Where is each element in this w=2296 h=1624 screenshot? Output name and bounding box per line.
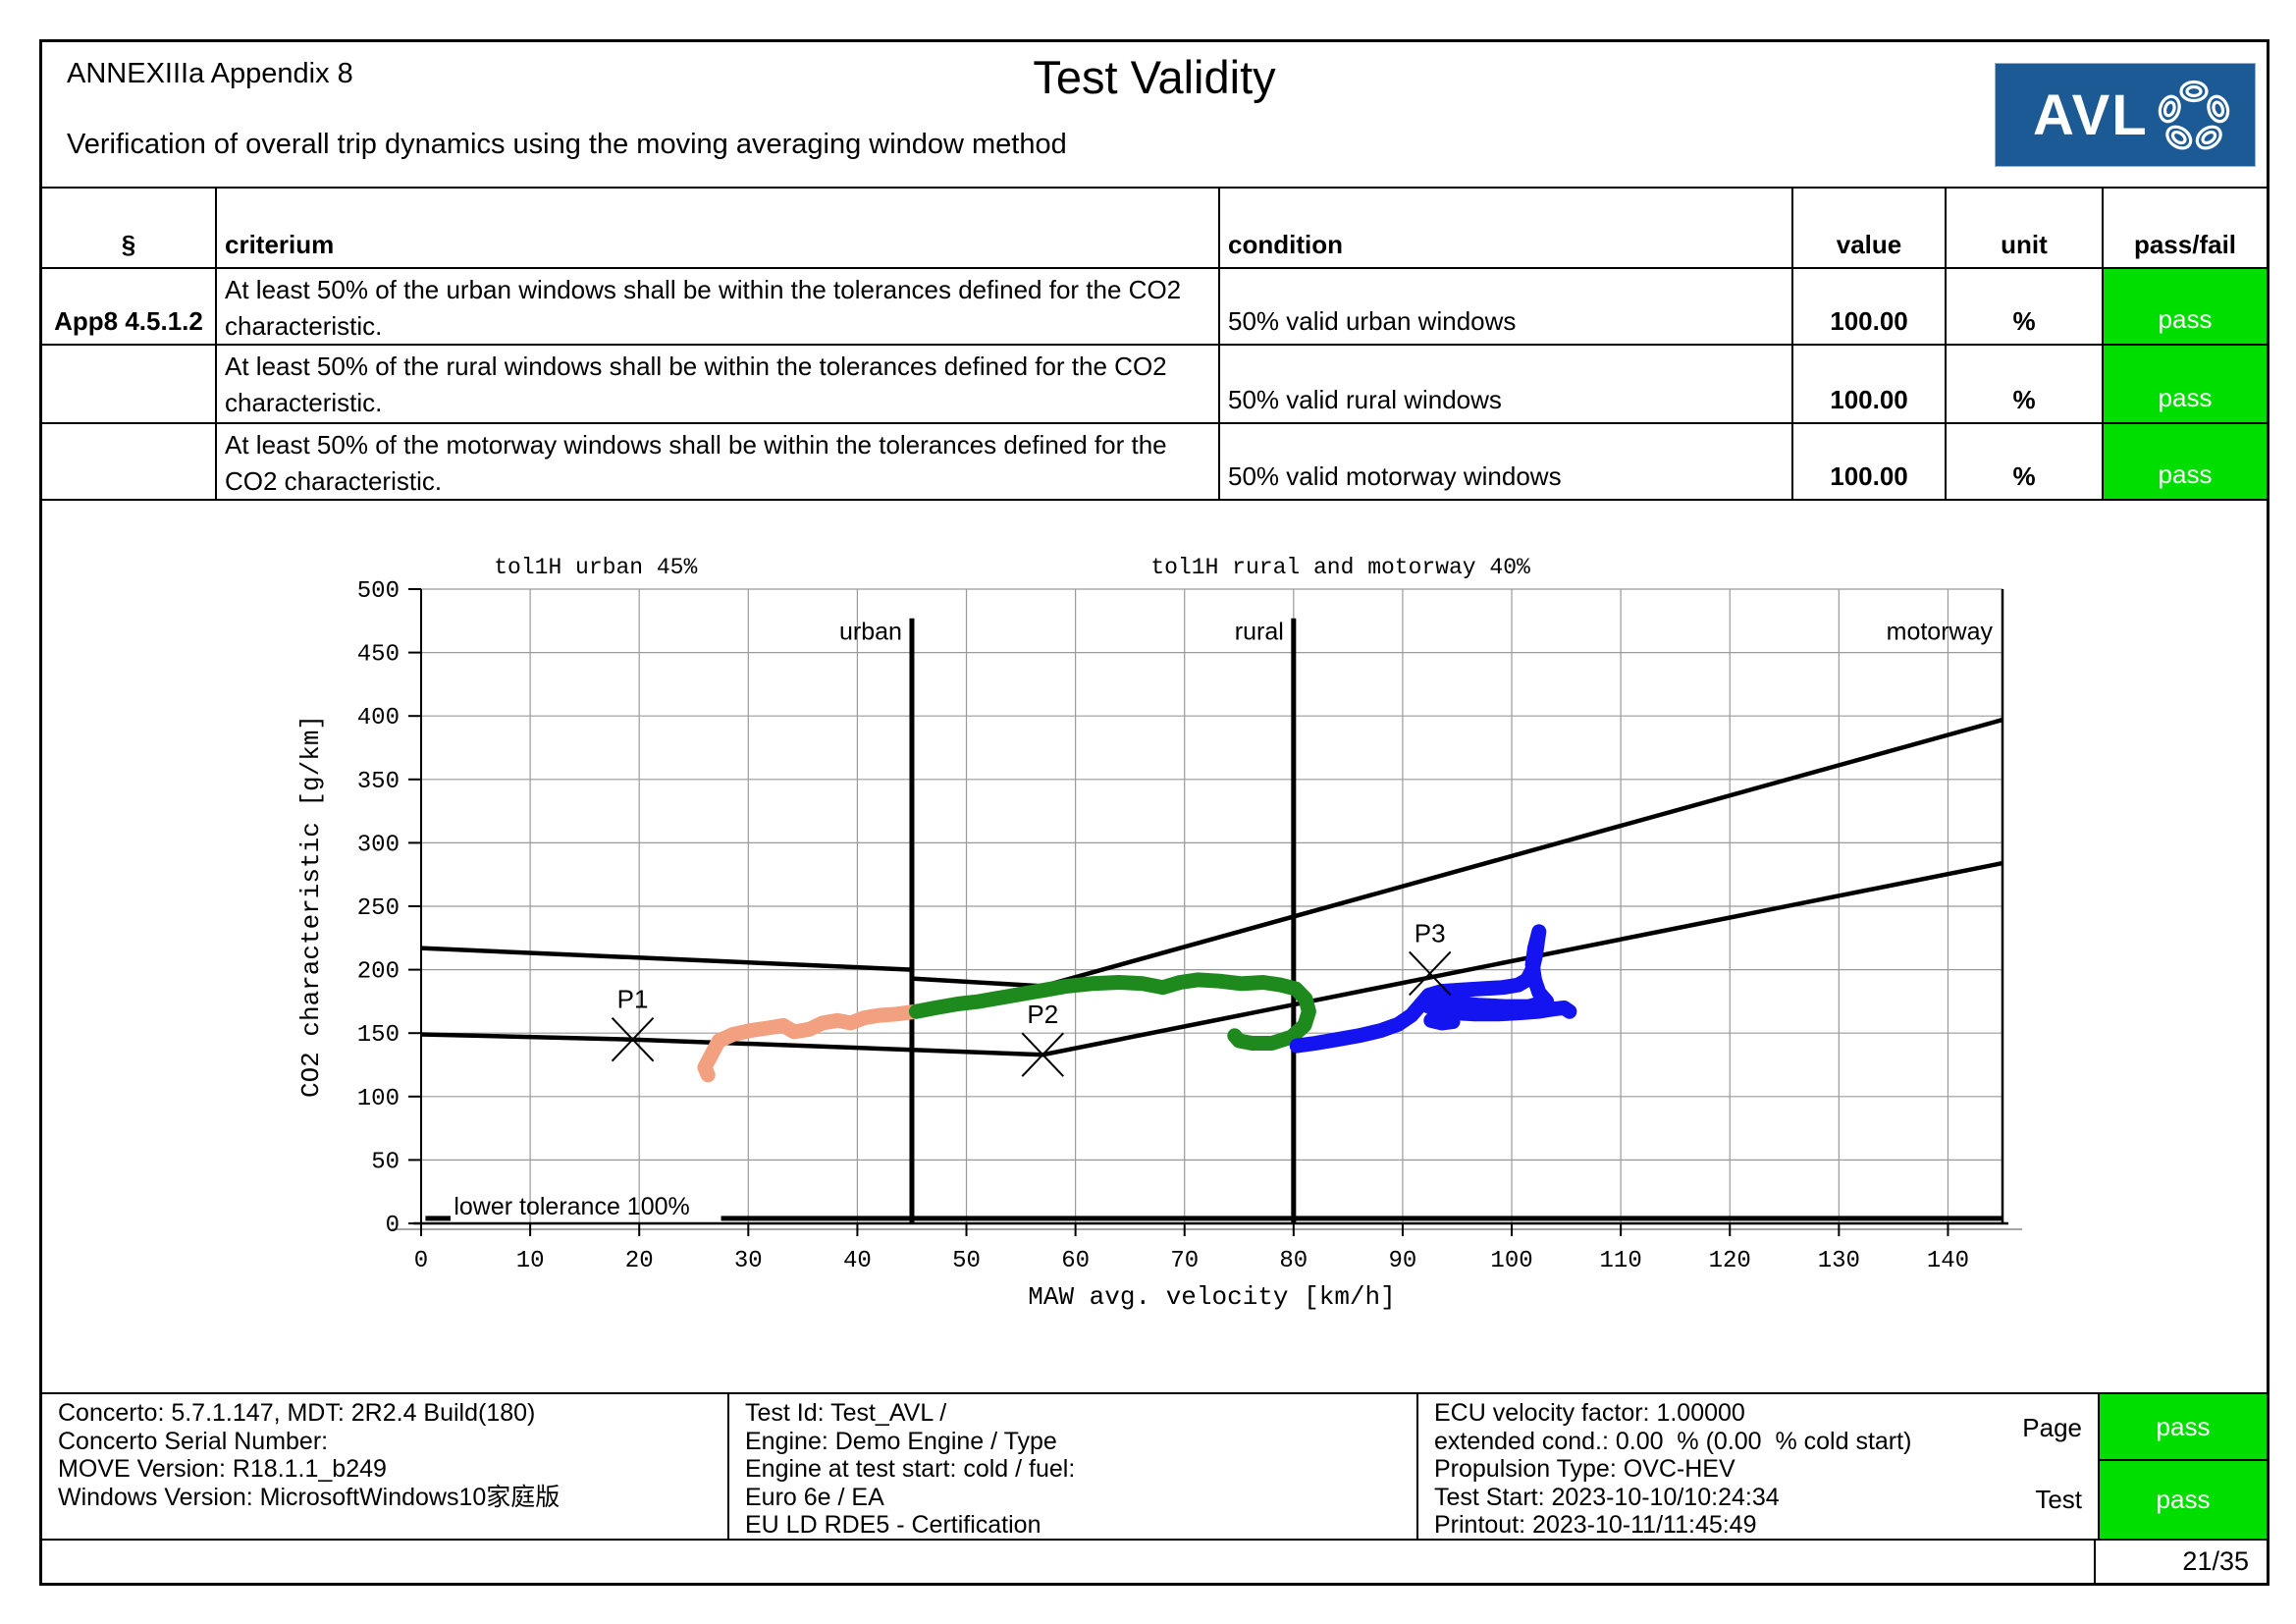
footer-info-line: MOVE Version: R18.1.1_b249 [58,1455,387,1483]
row-section: App8 4.5.1.2 [42,269,217,346]
svg-text:tol1H rural and motorway 40%: tol1H rural and motorway 40% [1150,555,1530,580]
col-header-criterium: criterium [217,189,1220,269]
footer-info-line: Test Id: Test_AVL / [745,1399,947,1427]
footer-software-info: Concerto: 5.7.1.147, MDT: 2R2.4 Build(18… [42,1394,729,1540]
svg-text:100: 100 [1490,1248,1532,1274]
svg-text:motorway: motorway [1887,619,1994,646]
row-section [42,346,217,424]
svg-text:500: 500 [357,578,400,605]
svg-text:0: 0 [386,1213,400,1239]
footer-info-line: Engine at test start: cold / fuel: [745,1455,1076,1483]
row-unit: % [1947,424,2104,501]
col-header-passfail: pass/fail [2104,189,2267,269]
svg-text:130: 130 [1818,1248,1860,1274]
bottom-strip: 21/35 [42,1539,2267,1583]
footer-info-line: EU LD RDE5 - Certification [745,1511,1041,1539]
svg-text:140: 140 [1927,1248,1969,1274]
svg-text:90: 90 [1389,1248,1417,1274]
report-page-frame: ANNEXIIIa Appendix 8 Test Validity Verif… [39,39,2269,1586]
row-condition: 50% valid urban windows [1220,269,1793,346]
footer-ecu-info: ECU velocity factor: 1.00000 extended co… [1418,1394,1965,1540]
col-header-value: value [1793,189,1947,269]
footer-info-line: Windows Version: MicrosoftWindows10家庭版 [58,1483,561,1511]
row-result-badge: pass [2104,269,2267,346]
page-number: 21/35 [2094,1541,2267,1583]
footer-info-line: Concerto: 5.7.1.147, MDT: 2R2.4 Build(18… [58,1399,536,1427]
footer-test-info: Test Id: Test_AVL / Engine: Demo Engine … [729,1394,1418,1540]
row-value: 100.00 [1793,269,1947,346]
svg-text:MAW avg. velocity [km/h]: MAW avg. velocity [km/h] [1028,1282,1395,1312]
svg-text:60: 60 [1061,1248,1090,1274]
row-criterium: At least 50% of the motorway windows sha… [217,424,1220,501]
svg-text:0: 0 [414,1248,428,1274]
svg-text:400: 400 [357,705,400,731]
footer-result-labels: Page Test [1965,1394,2098,1540]
page-result-badge: pass [2100,1394,2267,1461]
svg-text:P2: P2 [1027,1000,1058,1029]
row-value: 100.00 [1793,346,1947,424]
svg-text:250: 250 [357,895,400,922]
svg-text:rural: rural [1235,619,1284,646]
svg-text:150: 150 [357,1022,400,1049]
svg-text:350: 350 [357,769,400,795]
svg-text:40: 40 [843,1248,872,1274]
svg-text:100: 100 [357,1086,400,1112]
svg-text:200: 200 [357,959,400,986]
footer-result-badges: pass pass [2098,1394,2267,1540]
row-condition: 50% valid motorway windows [1220,424,1793,501]
row-value: 100.00 [1793,424,1947,501]
avl-logo-text: AVL [2033,82,2149,147]
svg-text:20: 20 [625,1248,654,1274]
test-result-label: Test [2035,1485,2082,1514]
svg-text:450: 450 [357,642,400,669]
row-condition: 50% valid rural windows [1220,346,1793,424]
footer-info-line: Euro 6e / EA [745,1483,884,1511]
avl-logo: AVL [1995,63,2256,167]
page-result-label: Page [2022,1412,2082,1442]
row-result-badge: pass [2104,346,2267,424]
footer-info-line: Printout: 2023-10-11/11:45:49 [1434,1511,1757,1539]
footer-info-line: Engine: Demo Engine / Type [745,1427,1057,1455]
col-header-condition: condition [1220,189,1793,269]
col-header-section: § [42,189,217,269]
row-unit: % [1947,346,2104,424]
annex-reference: ANNEXIIIa Appendix 8 [67,58,353,89]
trip-dynamics-chart-panel: tol1H urban 45% tol1H rural and motorway … [42,502,2267,1394]
col-header-unit: unit [1947,189,2104,269]
svg-text:50: 50 [371,1149,400,1175]
svg-text:80: 80 [1279,1248,1308,1274]
maw-co2-chart: tol1H urban 45% tol1H rural and motorway … [296,555,2022,1312]
svg-text:CO2 characteristic [g/km]: CO2 characteristic [g/km] [296,715,326,1098]
svg-text:30: 30 [734,1248,763,1274]
svg-text:tol1H urban 45%: tol1H urban 45% [494,555,697,580]
footer-info-line: Propulsion Type: OVC-HEV [1434,1455,1735,1483]
footer-info-line: Test Start: 2023-10-10/10:24:34 [1434,1483,1780,1511]
criteria-table: § criterium condition value unit pass/fa… [42,187,2267,502]
svg-text:lower tolerance 100%: lower tolerance 100% [454,1193,689,1220]
row-criterium: At least 50% of the rural windows shall … [217,346,1220,424]
svg-text:120: 120 [1709,1248,1751,1274]
row-result-badge: pass [2104,424,2267,501]
page-title: Test Validity [1033,51,1276,103]
footer-info-line: Concerto Serial Number: [58,1427,329,1455]
svg-text:70: 70 [1170,1248,1199,1274]
row-criterium: At least 50% of the urban windows shall … [217,269,1220,346]
row-unit: % [1947,269,2104,346]
svg-text:50: 50 [952,1248,981,1274]
footer-info-line: ECU velocity factor: 1.00000 [1434,1399,1745,1427]
svg-text:10: 10 [516,1248,545,1274]
footer-info-line: extended cond.: 0.00 % (0.00 % cold star… [1434,1427,1912,1455]
test-result-badge: pass [2100,1461,2267,1539]
row-section [42,424,217,501]
svg-text:urban: urban [839,619,902,646]
svg-text:110: 110 [1600,1248,1642,1274]
page-subtitle: Verification of overall trip dynamics us… [67,129,1067,160]
report-footer: Concerto: 5.7.1.147, MDT: 2R2.4 Build(18… [42,1394,2267,1540]
avl-swirl-icon [2158,80,2230,150]
svg-text:P3: P3 [1415,918,1446,947]
svg-text:P1: P1 [617,985,649,1014]
svg-text:300: 300 [357,832,400,858]
